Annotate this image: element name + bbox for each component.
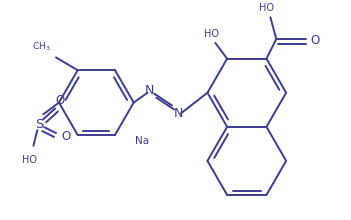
Text: O: O xyxy=(55,94,65,107)
Text: O: O xyxy=(61,130,71,143)
Text: HO: HO xyxy=(204,29,219,39)
Text: CH$_3$: CH$_3$ xyxy=(33,41,51,53)
Text: Na: Na xyxy=(135,136,149,146)
Text: S: S xyxy=(35,118,44,131)
Text: HO: HO xyxy=(259,3,274,13)
Text: N: N xyxy=(173,107,183,120)
Text: N: N xyxy=(145,84,154,97)
Text: HO: HO xyxy=(22,155,37,165)
Text: O: O xyxy=(310,35,319,48)
